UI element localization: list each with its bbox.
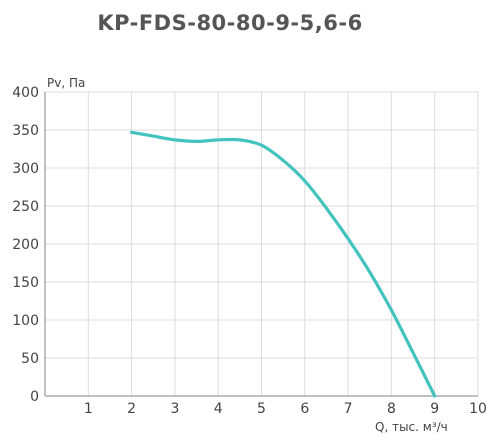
y-tick-label: 250 [12, 199, 39, 215]
x-axis-label: Q, тыс. м³/ч [375, 420, 448, 434]
series-layer [130, 130, 437, 398]
y-tick-label: 350 [12, 123, 39, 139]
x-tick-label: 10 [469, 401, 487, 417]
grid [45, 91, 479, 396]
y-tick-label: 300 [12, 161, 39, 177]
series-line [130, 130, 437, 398]
y-tick-label: 50 [21, 351, 39, 367]
y-axis-label: Pv, Па [47, 76, 85, 90]
x-tick-label: 9 [430, 401, 439, 417]
y-tick-labels: 0 50 100 150 200 250 300 350 400 [12, 85, 39, 405]
y-tick-label: 0 [30, 389, 39, 405]
chart-title: KP-FDS-80-80-9-5,6-6 [97, 11, 362, 35]
x-tick-label: 8 [387, 401, 396, 417]
y-tick-label: 400 [12, 85, 39, 101]
x-tick-label: 6 [300, 401, 309, 417]
x-tick-label: 4 [214, 401, 223, 417]
x-tick-label: 2 [127, 401, 136, 417]
x-tick-labels: 1 2 3 4 5 6 7 8 9 10 [84, 401, 487, 417]
y-tick-label: 200 [12, 237, 39, 253]
axes [44, 92, 478, 397]
y-tick-label: 150 [12, 275, 39, 291]
y-tick-label: 100 [12, 313, 39, 329]
x-tick-label: 1 [84, 401, 93, 417]
x-tick-label: 5 [257, 401, 266, 417]
x-tick-label: 7 [344, 401, 353, 417]
x-tick-label: 3 [170, 401, 179, 417]
